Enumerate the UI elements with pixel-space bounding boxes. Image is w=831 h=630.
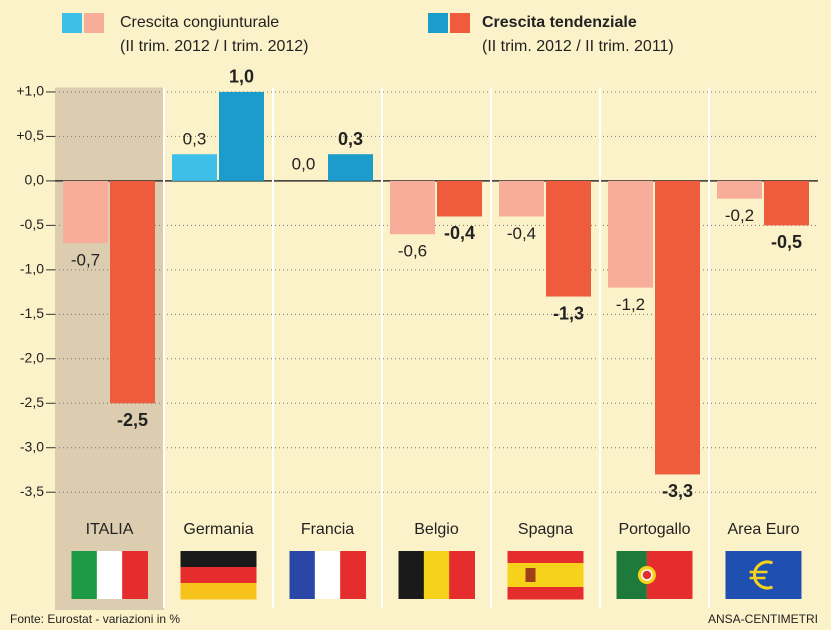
bar — [499, 180, 544, 217]
flag-stripe — [398, 551, 425, 599]
legend-note: (II trim. 2012 / I trim. 2012) — [120, 38, 309, 55]
value-label: -0,6 — [398, 242, 427, 261]
y-tick-label: +1,0 — [16, 83, 44, 99]
flag-stripe — [180, 583, 257, 600]
flag — [507, 551, 584, 600]
bar — [63, 180, 108, 244]
y-tick-label: -0,5 — [20, 216, 44, 232]
value-label: -2,5 — [117, 410, 148, 430]
y-tick-label: -2,5 — [20, 394, 44, 410]
value-label: 1,0 — [229, 67, 254, 87]
flag-stripe — [71, 551, 98, 599]
value-label: 0,3 — [183, 130, 207, 149]
flag-stripe — [507, 575, 584, 588]
legend-label: Crescita tendenziale — [482, 14, 637, 31]
bar — [328, 154, 373, 181]
x-tick-label: Francia — [301, 521, 354, 538]
bar — [655, 180, 700, 475]
flag — [71, 551, 148, 599]
value-label: -1,2 — [616, 295, 645, 314]
flag-stripe — [314, 551, 341, 599]
y-tick-label: -3,5 — [20, 483, 44, 499]
legend-swatch — [450, 13, 470, 33]
flag-stripe — [507, 563, 584, 576]
bar — [172, 154, 217, 181]
flag — [180, 551, 257, 600]
flag — [289, 551, 366, 599]
value-label: -3,3 — [662, 481, 693, 501]
flag-stripe — [289, 551, 316, 599]
bar — [764, 180, 809, 226]
legend-swatch — [62, 13, 82, 33]
flag-stripe — [122, 551, 148, 599]
flag-stripe — [180, 551, 257, 568]
x-tick-label: Area Euro — [727, 521, 799, 538]
flag-emblem — [525, 568, 536, 582]
legend-swatch — [84, 13, 104, 33]
y-tick-label: -2,0 — [20, 349, 44, 365]
value-label: -0,7 — [71, 251, 100, 270]
value-label: -0,4 — [444, 223, 475, 243]
bar — [110, 180, 155, 404]
flag-stripe — [340, 551, 366, 599]
flag-stripe — [507, 551, 584, 564]
legend-swatch — [428, 13, 448, 33]
value-label: -1,3 — [553, 303, 584, 323]
credit: ANSA-CENTIMETRI — [708, 612, 818, 626]
flag-stripe — [180, 567, 257, 584]
x-tick-label: ITALIA — [86, 521, 134, 538]
value-label: 0,0 — [292, 154, 316, 173]
value-label: -0,4 — [507, 224, 536, 243]
flag-stripe — [96, 551, 123, 599]
x-tick-label: Belgio — [414, 521, 459, 538]
flag-stripe — [449, 551, 475, 599]
bar — [390, 180, 435, 235]
bar — [546, 180, 591, 297]
value-label: -0,2 — [725, 206, 754, 225]
flag-field — [725, 551, 802, 599]
flag-stripe — [423, 551, 450, 599]
flag — [398, 551, 475, 599]
x-tick-label: Germania — [183, 521, 253, 538]
value-label: 0,3 — [338, 129, 363, 149]
y-tick-label: -1,5 — [20, 305, 44, 321]
bar — [219, 91, 264, 181]
bar — [608, 180, 653, 288]
value-label: -0,5 — [771, 232, 802, 252]
flag-emblem — [641, 569, 653, 581]
euro-sign — [753, 560, 774, 590]
y-tick-label: -1,0 — [20, 261, 44, 277]
legend-label: Crescita congiunturale — [120, 14, 279, 31]
bar — [717, 180, 762, 199]
bar — [437, 180, 482, 217]
y-tick-label: +0,5 — [16, 127, 44, 143]
source: Fonte: Eurostat - variazioni in % — [10, 612, 180, 626]
x-tick-label: Portogallo — [618, 521, 690, 538]
flag — [725, 551, 802, 599]
x-tick-label: Spagna — [518, 521, 573, 538]
y-tick-label: 0,0 — [25, 172, 45, 188]
y-tick-label: -3,0 — [20, 438, 44, 454]
flag — [616, 551, 693, 599]
flag-stripe — [507, 587, 584, 600]
legend-note: (II trim. 2012 / II trim. 2011) — [482, 38, 674, 55]
